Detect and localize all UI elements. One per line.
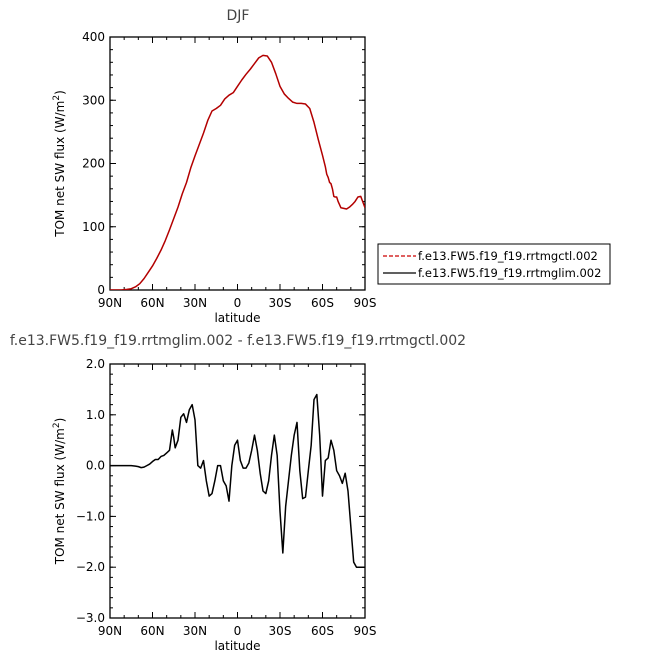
panel2-x-tick-label: 0 [234, 624, 242, 638]
panel1-x-axis-label: latitude [214, 311, 260, 325]
panel1-y-tick-label: 400 [82, 30, 105, 44]
panel1-x-tick-label: 90S [354, 296, 377, 310]
panel1-x-tick-label: 90N [98, 296, 122, 310]
panel2-y-axis-label: TOM net SW flux (W/m2) [52, 418, 67, 566]
panel2-x-tick-label: 30S [269, 624, 292, 638]
panel2-plot-frame [109, 363, 366, 619]
panel1-y-axis-label-close: ) [53, 90, 67, 95]
panel1-x-tick-label: 60N [140, 296, 164, 310]
panel2-x-tick-label: 90S [354, 624, 377, 638]
panel2-y-tick-label: 1.0 [86, 408, 105, 422]
panel1-chart-title: DJF [227, 8, 250, 24]
panel1-y-tick-label: 200 [82, 157, 105, 171]
panel2-x-tick-label: 60N [140, 624, 164, 638]
panel2-y-tick-label: −3.0 [76, 611, 105, 625]
legend-label-1: f.e13.FW5.f19_f19.rrtmgctl.002 [418, 249, 598, 263]
panel1-x-tick-label: 30N [183, 296, 207, 310]
legend-label-2: f.e13.FW5.f19_f19.rrtmglim.002 [418, 266, 601, 280]
panel1-y-tick-label: 0 [97, 283, 105, 297]
panel2-x-tick-label: 30N [183, 624, 207, 638]
panel1-x-tick-label: 0 [234, 296, 242, 310]
panel2-chart-title: f.e13.FW5.f19_f19.rrtmglim.002 - f.e13.F… [10, 333, 466, 349]
panel2-y-tick-label: 2.0 [86, 357, 105, 371]
panel1-plot-frame [109, 36, 366, 291]
legend-box [377, 243, 611, 285]
panel1-x-tick-label: 30S [269, 296, 292, 310]
panel2-x-axis-label: latitude [214, 639, 260, 653]
panel2-y-tick-label: 0.0 [86, 459, 105, 473]
panel1-series-line-1 [110, 54, 365, 290]
panel1-x-tick-label: 60S [311, 296, 334, 310]
panel1-y-tick-label: 300 [82, 93, 105, 107]
panel2-y-tick-label: −2.0 [76, 560, 105, 574]
panel2-y-axis-label-sup: 2 [52, 422, 62, 428]
panel2-y-axis-label-close: ) [53, 418, 67, 423]
panel1-y-axis-label: TOM net SW flux (W/m2) [52, 90, 67, 238]
panel1-y-axis-label-sup: 2 [52, 95, 62, 101]
panel2-series-line-1 [110, 393, 365, 568]
panel1-y-axis-label-main: TOM net SW flux (W/m [53, 101, 67, 238]
panel2-x-tick-label: 90N [98, 624, 122, 638]
panel2-y-axis-label-main: TOM net SW flux (W/m [53, 428, 67, 565]
panel1-y-tick-label: 100 [82, 220, 105, 234]
panel2-y-tick-label: −1.0 [76, 509, 105, 523]
panel2-x-tick-label: 60S [311, 624, 334, 638]
